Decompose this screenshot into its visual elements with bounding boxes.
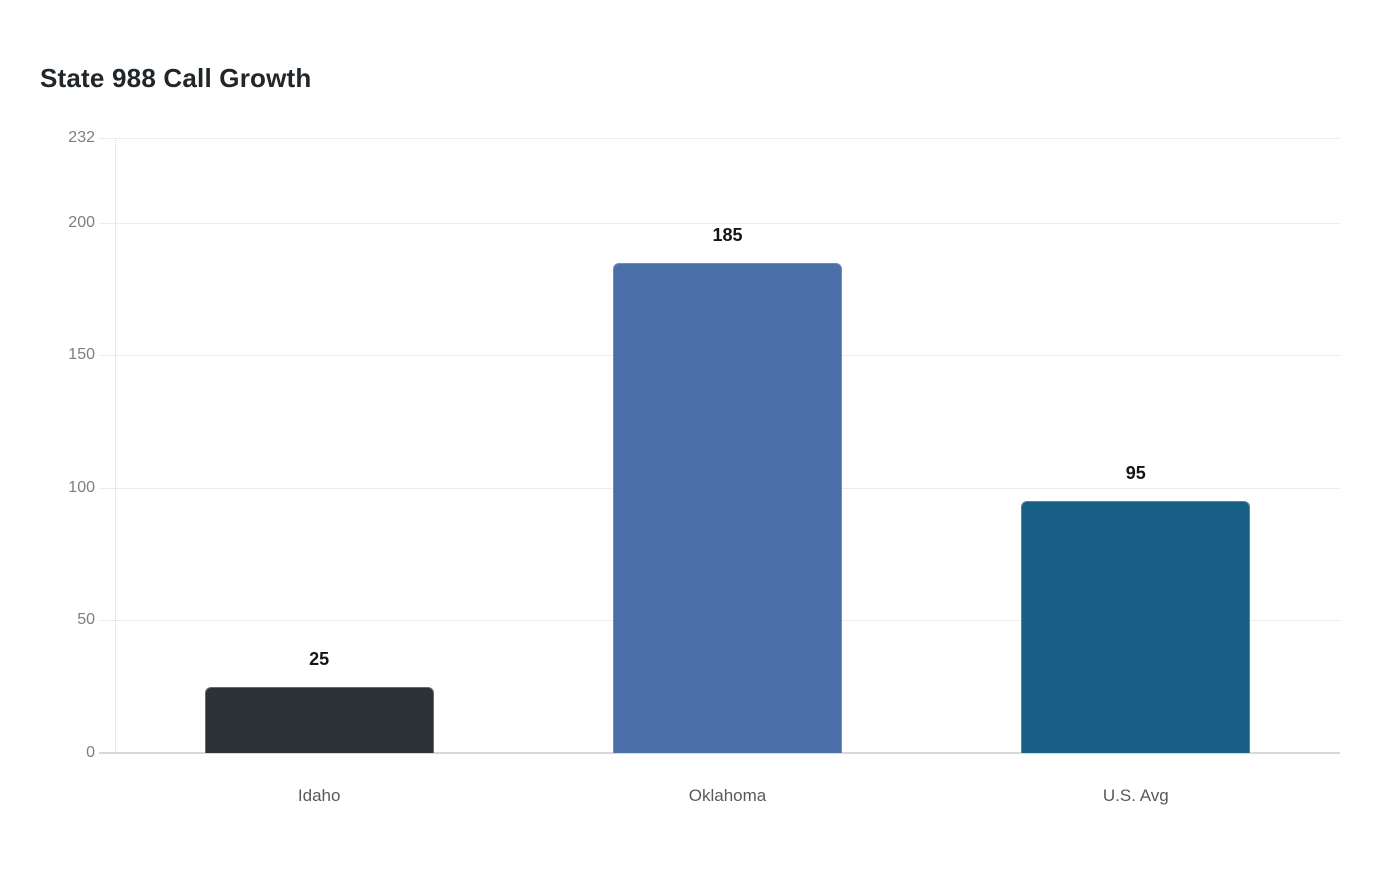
y-tick-label: 100 [68,478,95,496]
bar-value-label: 185 [712,224,743,245]
x-axis-label-u-s-avg: U.S. Avg [1102,786,1169,805]
bar-value-label: 25 [309,648,330,669]
bar-idaho [204,686,434,753]
x-axis-label-oklahoma: Oklahoma [688,786,767,805]
y-tick-label: 150 [68,346,95,364]
gridline [99,222,1340,224]
y-tick-label: 232 [68,129,95,146]
y-tick-label: 200 [68,213,95,231]
gridline [99,138,1340,139]
y-tick-label: 50 [77,611,95,629]
x-axis-label-idaho: Idaho [297,786,341,805]
y-axis-line [115,138,116,753]
chart-title: State 988 Call Growth [40,63,312,93]
bar-value-label: 95 [1125,463,1146,484]
bar-u-s-avg [1021,501,1251,753]
plot-area [99,138,1340,754]
x-axis-baseline [99,752,1340,754]
bar-oklahoma [613,262,842,753]
y-tick-label: 0 [86,744,95,761]
